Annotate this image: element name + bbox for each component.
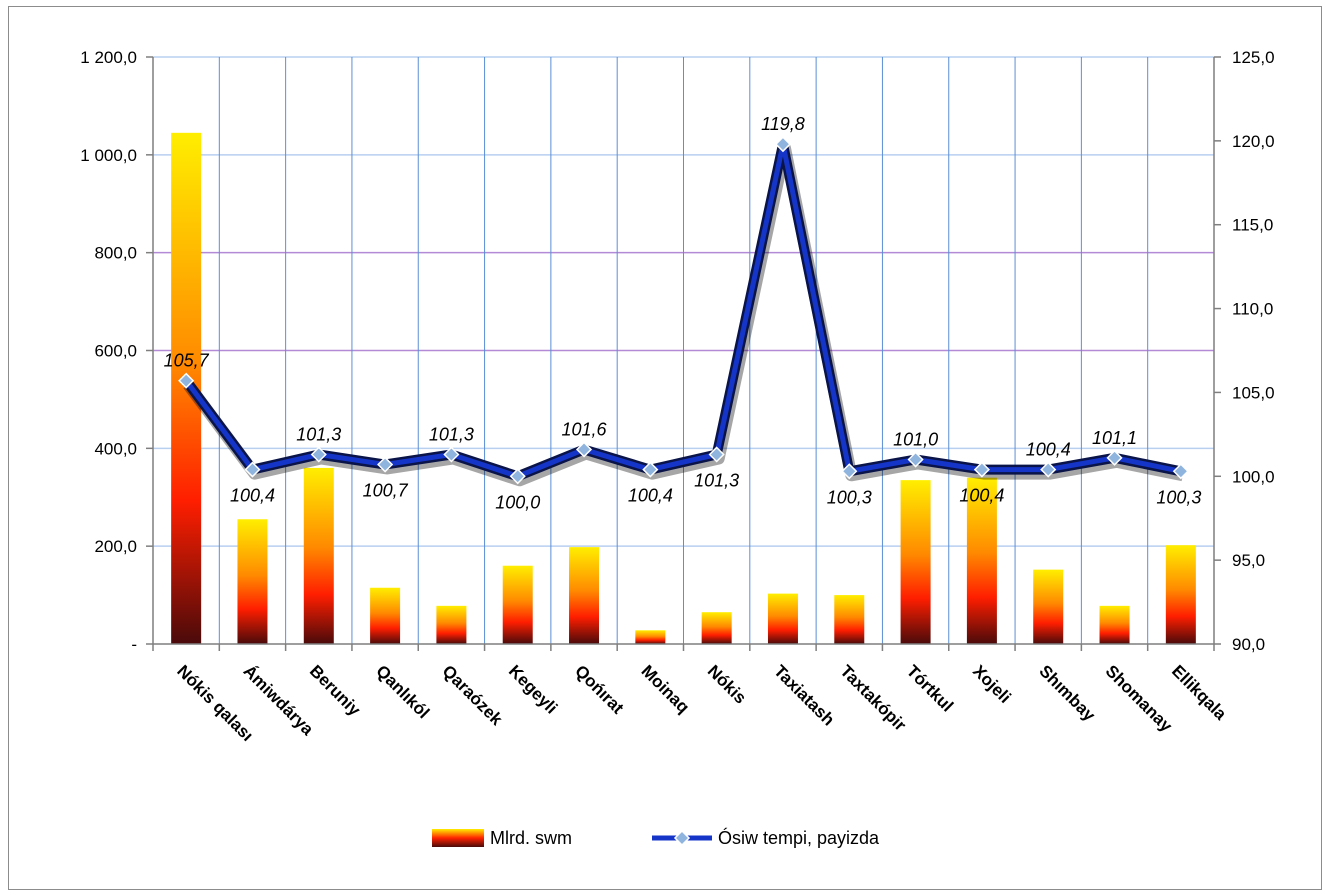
line-marker: [178, 372, 195, 389]
right-axis-tick-label: 95,0: [1232, 551, 1265, 570]
bar: [237, 519, 268, 644]
right-axis-tick-label: 100,0: [1232, 467, 1275, 486]
right-axis-tick-label: 115,0: [1232, 216, 1273, 235]
line-marker: [841, 463, 858, 480]
bar: [1165, 545, 1196, 644]
category-label: Moinaq: [638, 661, 694, 717]
bar: [701, 612, 732, 644]
line-marker: [443, 446, 460, 463]
bar: [834, 595, 865, 644]
line-marker: [1106, 449, 1123, 466]
data-label: 101,6: [562, 419, 608, 439]
category-label: Beruniy: [306, 661, 365, 720]
line-marker: [310, 446, 327, 463]
category-label: Qońırat: [571, 661, 627, 717]
line-marker: [774, 136, 792, 153]
legend-label-bars: Mlrd. swm: [490, 828, 572, 848]
line-marker: [377, 456, 394, 473]
right-axis-tick-label: 120,0: [1232, 132, 1275, 151]
left-axis-tick-label: 800,0: [94, 244, 137, 263]
left-axis-tick-label: 200,0: [94, 537, 137, 556]
bar: [966, 477, 997, 644]
data-label: 101,3: [296, 424, 341, 444]
legend-swatch-bars: [432, 829, 484, 847]
line-marker: [907, 451, 924, 468]
data-label: 100,7: [363, 481, 409, 501]
data-label: 101,1: [1092, 428, 1137, 448]
data-label: 119,8: [761, 114, 805, 134]
bar: [900, 480, 931, 644]
bar: [635, 630, 666, 644]
bar: [1099, 605, 1130, 644]
right-axis-tick-label: 90,0: [1232, 635, 1265, 654]
category-label: Nókis: [704, 661, 750, 707]
line-marker: [1172, 463, 1189, 480]
bar: [1033, 569, 1064, 644]
category-label: Qanlıkól: [372, 661, 433, 722]
data-label: 101,3: [429, 424, 474, 444]
bar: [502, 565, 533, 644]
data-label: 100,3: [827, 487, 872, 507]
line-marker: [244, 461, 261, 478]
category-label: Ellikqala: [1168, 661, 1231, 724]
category-label: Shımbay: [1035, 661, 1099, 725]
left-axis-tick-label: 1 000,0: [80, 146, 137, 165]
line-marker: [642, 461, 659, 478]
right-axis-tick-label: 125,0: [1232, 48, 1275, 67]
left-axis-tick-label: -: [131, 635, 137, 654]
data-label: 100,4: [959, 486, 1004, 506]
line-marker: [575, 441, 593, 458]
category-label: Kegeyli: [505, 661, 561, 717]
category-label: Shomanay: [1102, 661, 1177, 736]
right-axis-tick-label: 105,0: [1232, 383, 1275, 402]
left-axis-tick-label: 400,0: [94, 439, 137, 458]
line-marker: [973, 461, 990, 478]
data-label: 100,4: [230, 486, 275, 506]
data-label: 105,7: [164, 351, 210, 371]
data-label: 101,0: [893, 430, 938, 450]
category-label: Taxiatash: [770, 661, 838, 729]
category-label: Xojeli: [969, 661, 1015, 707]
left-axis-tick-label: 600,0: [94, 342, 137, 361]
category-label: Qaraózek: [439, 661, 507, 729]
bar: [767, 593, 798, 644]
data-label: 100,4: [1026, 440, 1071, 460]
line-marker: [708, 446, 725, 463]
series-line: [184, 141, 1182, 479]
data-label: 100,4: [628, 486, 673, 506]
right-axis-tick-label: 110,0: [1232, 300, 1273, 319]
bar: [569, 547, 600, 644]
line-marker: [509, 468, 526, 485]
legend-label-line: Ósiw tempi, payizda: [718, 827, 880, 848]
legend-marker: [673, 829, 691, 847]
category-label: Tórtkul: [903, 661, 957, 715]
left-axis-tick-label: 1 200,0: [80, 48, 137, 67]
line-marker: [1040, 461, 1057, 478]
category-label: Taxtakópir: [836, 661, 910, 735]
data-label: 100,0: [495, 492, 540, 512]
data-label: 101,3: [694, 470, 739, 490]
bar: [303, 467, 334, 644]
bar: [436, 605, 467, 644]
data-label: 100,3: [1156, 487, 1201, 507]
bar: [370, 587, 401, 644]
